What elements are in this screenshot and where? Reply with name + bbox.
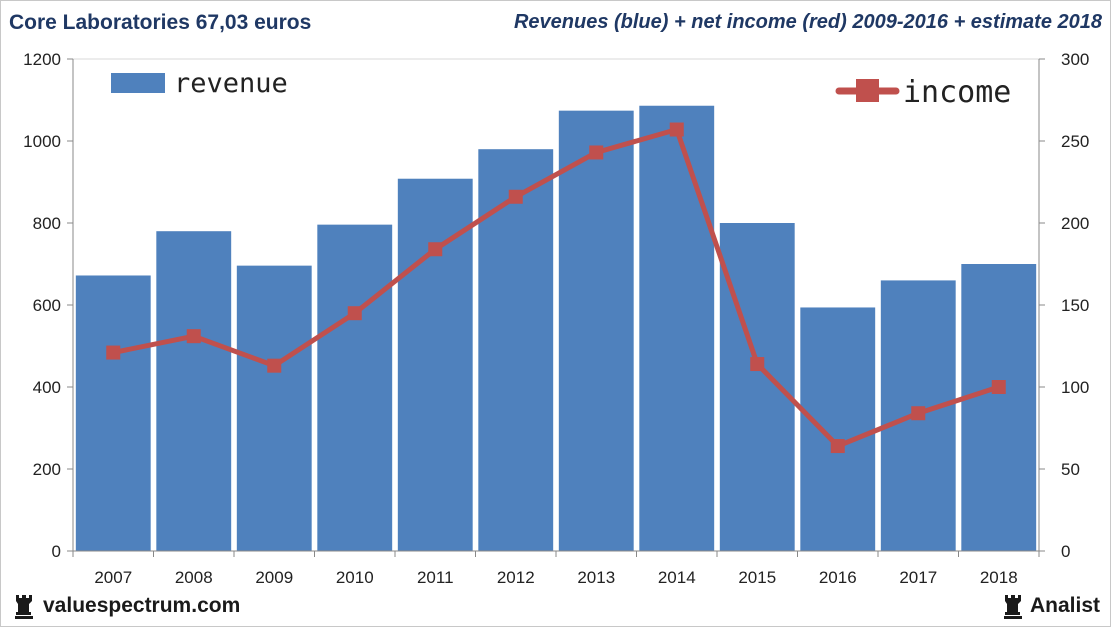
bar-revenue-2009 [236, 265, 312, 551]
x-tick-label: 2014 [658, 568, 696, 587]
x-tick-label: 2018 [980, 568, 1018, 587]
point-income-2017 [911, 406, 926, 421]
point-income-2007 [106, 345, 121, 360]
right-tick-label: 50 [1061, 460, 1080, 479]
point-income-2015 [750, 357, 765, 372]
left-tick-label: 1200 [23, 50, 61, 69]
right-tick-label: 150 [1061, 296, 1089, 315]
page-title: Core Laboratories 67,03 euros [9, 11, 312, 34]
chart-title: Revenues (blue) + net income (red) 2009-… [513, 11, 1102, 33]
point-income-2013 [589, 145, 604, 160]
chess-rook-icon [1003, 595, 1022, 619]
brand-valuespectrum[interactable]: valuespectrum.com [43, 594, 241, 617]
bar-revenue-2012 [478, 149, 554, 551]
legend-income-marker [856, 79, 879, 102]
chess-rook-icon [15, 595, 33, 619]
income-line [112, 127, 1000, 449]
right-tick-label: 250 [1061, 132, 1089, 151]
x-tick-label: 2011 [417, 568, 454, 587]
x-tick-label: 2007 [94, 568, 132, 587]
point-income-2012 [508, 189, 523, 204]
left-tick-label: 800 [33, 214, 61, 233]
bar-revenue-2015 [719, 223, 795, 551]
legend-revenue-swatch [111, 73, 165, 93]
x-tick-label: 2013 [577, 568, 615, 587]
point-income-2010 [347, 306, 362, 321]
bar-revenue-2016 [800, 307, 876, 551]
bar-revenue-2018 [961, 264, 1037, 551]
bar-revenue-2010 [317, 224, 393, 551]
left-tick-label: 200 [33, 460, 61, 479]
legend-revenue-label: revenue [174, 68, 288, 99]
bar-revenue-2011 [397, 178, 473, 551]
left-tick-label: 400 [33, 378, 61, 397]
x-tick-label: 2015 [738, 568, 776, 587]
x-tick-label: 2009 [255, 568, 293, 587]
point-income-2014 [669, 122, 684, 137]
bar-revenue-2008 [156, 231, 232, 551]
right-tick-label: 0 [1061, 542, 1070, 561]
x-tick-label: 2016 [819, 568, 857, 587]
x-tick-label: 2012 [497, 568, 535, 587]
x-tick-label: 2010 [336, 568, 374, 587]
left-tick-label: 0 [52, 542, 61, 561]
bar-revenue-2014 [639, 105, 715, 552]
bar-revenue-2007 [75, 275, 151, 551]
left-tick-label: 1000 [23, 132, 61, 151]
plot-area [72, 58, 1040, 552]
point-income-2018 [991, 380, 1006, 394]
point-income-2016 [830, 439, 845, 454]
point-income-2009 [267, 358, 282, 373]
footer-brand-right: Analist [1002, 593, 1100, 619]
right-tick-label: 300 [1061, 50, 1089, 69]
point-income-2008 [186, 329, 201, 344]
right-tick-label: 200 [1061, 214, 1089, 233]
left-tick-label: 600 [33, 296, 61, 315]
footer-brand-left: valuespectrum.com [13, 593, 240, 619]
bar-revenue-2013 [558, 110, 634, 551]
legend-income-label: income [903, 75, 1011, 110]
right-tick-label: 100 [1061, 378, 1089, 397]
point-income-2011 [428, 242, 443, 257]
x-tick-label: 2017 [899, 568, 937, 587]
brand-analist[interactable]: Analist [1029, 594, 1100, 617]
x-tick-label: 2008 [175, 568, 213, 587]
